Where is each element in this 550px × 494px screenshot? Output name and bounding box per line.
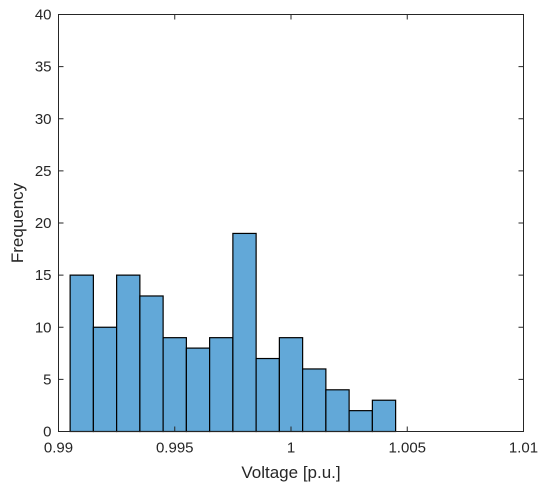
- histogram-bar: [302, 368, 327, 433]
- y-tick-label: 5: [43, 371, 51, 388]
- y-tick-label: 35: [35, 59, 52, 76]
- histogram-bar: [232, 232, 257, 433]
- histogram-bar: [69, 274, 94, 433]
- histogram-bar: [92, 326, 118, 433]
- y-tick-label: 25: [35, 163, 52, 180]
- histogram-bar: [255, 357, 280, 433]
- histogram-bar: [325, 389, 350, 433]
- tick-labels-layer: 0.99 0.995 1 1.005 1.01 0 5 10 15 20 25 30 35 40: [35, 7, 538, 457]
- y-tick-label: 40: [35, 7, 52, 24]
- ticks-layer: [58, 14, 524, 432]
- histogram-bar: [116, 274, 141, 433]
- histogram-bar: [139, 295, 164, 433]
- histogram-bar: [348, 410, 373, 433]
- y-tick-label: 20: [35, 215, 52, 232]
- x-tick-label: 0.995: [156, 440, 194, 457]
- bars-layer: [69, 232, 397, 433]
- y-tick-label: 15: [35, 267, 52, 284]
- y-axis-title: Frequency: [8, 182, 27, 263]
- histogram-bar: [209, 337, 234, 433]
- histogram-bar: [185, 347, 211, 433]
- y-tick-label: 30: [35, 111, 52, 128]
- histogram-bar: [162, 337, 187, 433]
- y-tick-label: 0: [43, 424, 51, 441]
- histogram-bar: [278, 337, 304, 433]
- x-axis-title: Voltage [p.u.]: [241, 463, 340, 482]
- x-tick-label: 1.01: [509, 440, 538, 457]
- histogram-bar: [371, 399, 397, 433]
- x-tick-label: 1: [287, 440, 295, 457]
- x-tick-label: 1.005: [388, 440, 426, 457]
- y-tick-label: 10: [35, 319, 52, 336]
- x-tick-label: 0.99: [44, 440, 73, 457]
